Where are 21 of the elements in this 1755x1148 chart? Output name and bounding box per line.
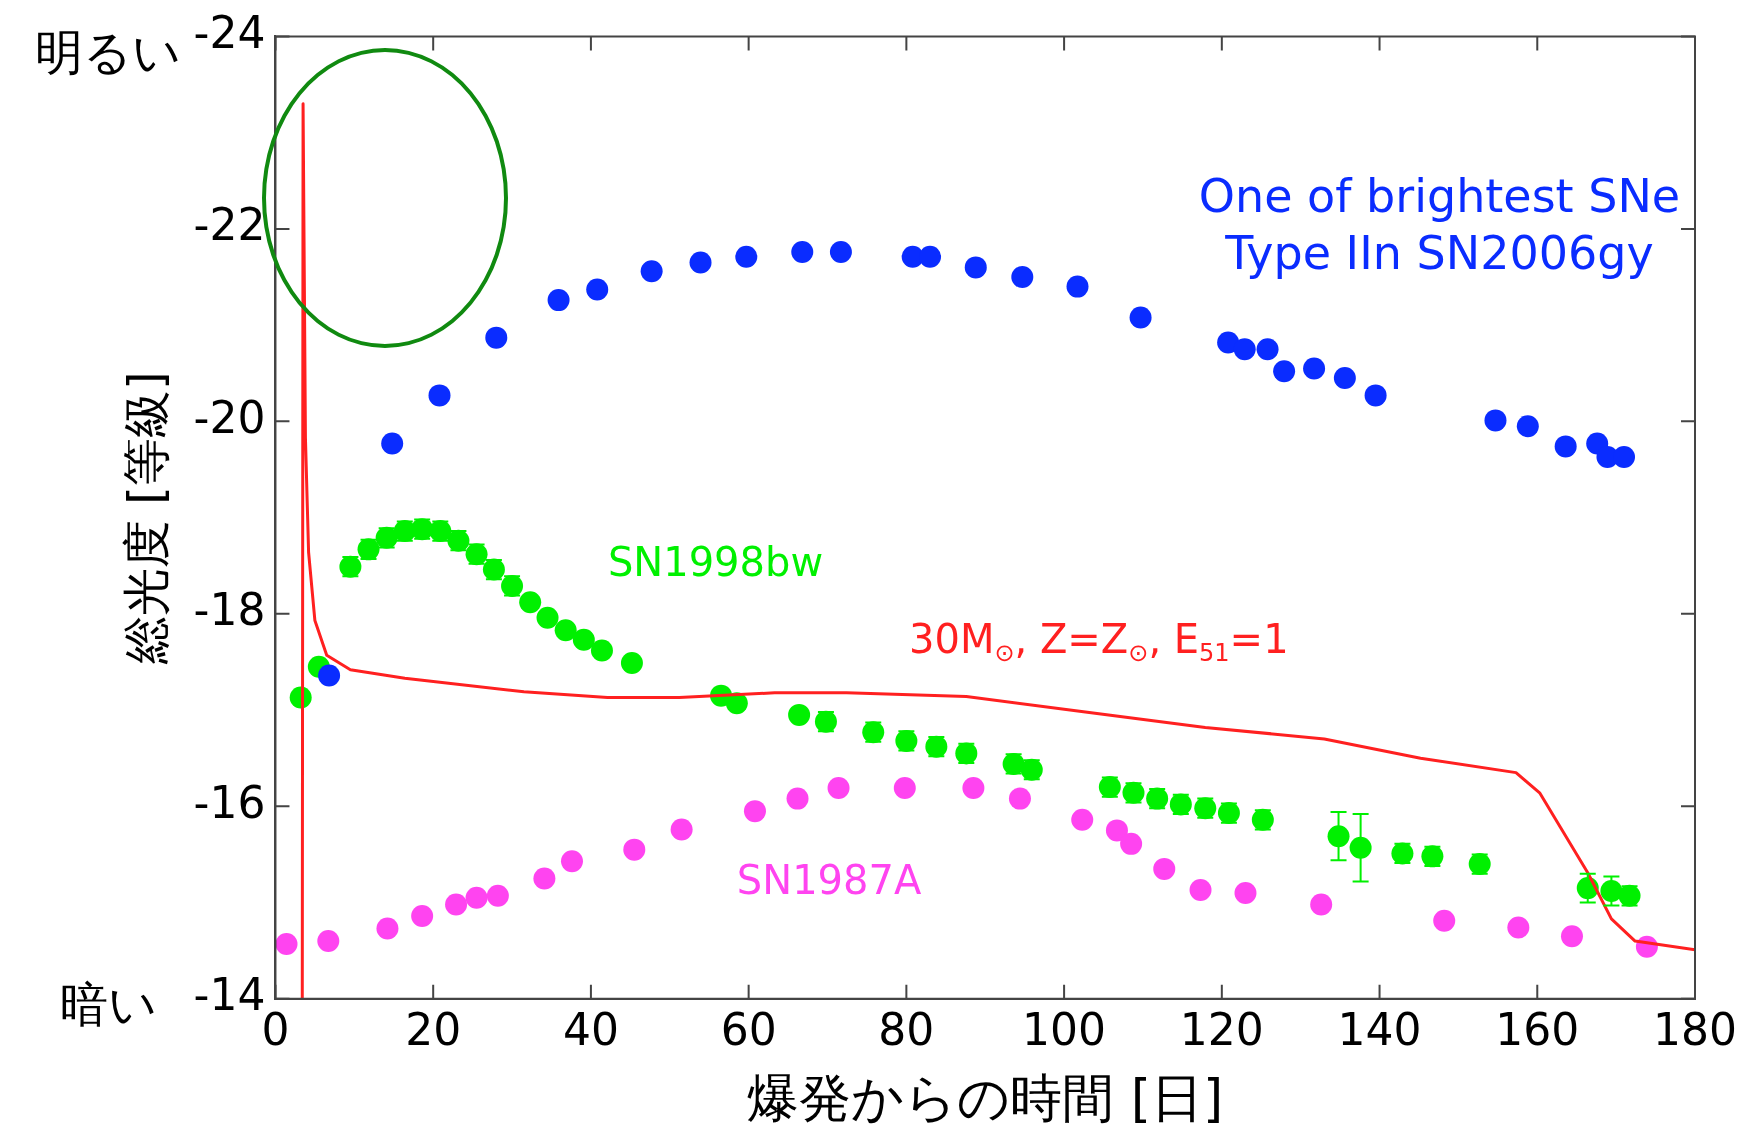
text: 暗い: [59, 976, 157, 1033]
x-tick-label: 160: [1495, 1003, 1580, 1055]
series-label: SN1987A: [736, 856, 922, 903]
y-tick-label: -24: [193, 6, 266, 58]
y-tick-label: -18: [193, 584, 266, 636]
x-tick-label: 20: [405, 1003, 462, 1055]
y-axis-title: 総光度 [等級]: [118, 371, 175, 665]
series-label: One of brightest SNe Type IIn SN2006gy: [1198, 168, 1681, 281]
x-tick-label: 120: [1179, 1003, 1264, 1055]
x-tick-label: 80: [878, 1003, 935, 1055]
y-tick-label: -20: [193, 391, 266, 443]
x-axis-title: 爆発からの時間 [日]: [747, 1068, 1224, 1129]
x-tick-label: 60: [720, 1003, 777, 1055]
x-tick-label: 40: [562, 1003, 619, 1055]
y-tick-label: -16: [193, 776, 266, 828]
text: 明るい: [35, 23, 181, 80]
x-tick-label: 100: [1022, 1003, 1107, 1055]
y-tick-label: -22: [193, 199, 266, 251]
x-tick-label: 180: [1653, 1003, 1737, 1055]
x-tick-label: 140: [1337, 1003, 1422, 1055]
series-label: SN1998bw: [607, 539, 824, 586]
